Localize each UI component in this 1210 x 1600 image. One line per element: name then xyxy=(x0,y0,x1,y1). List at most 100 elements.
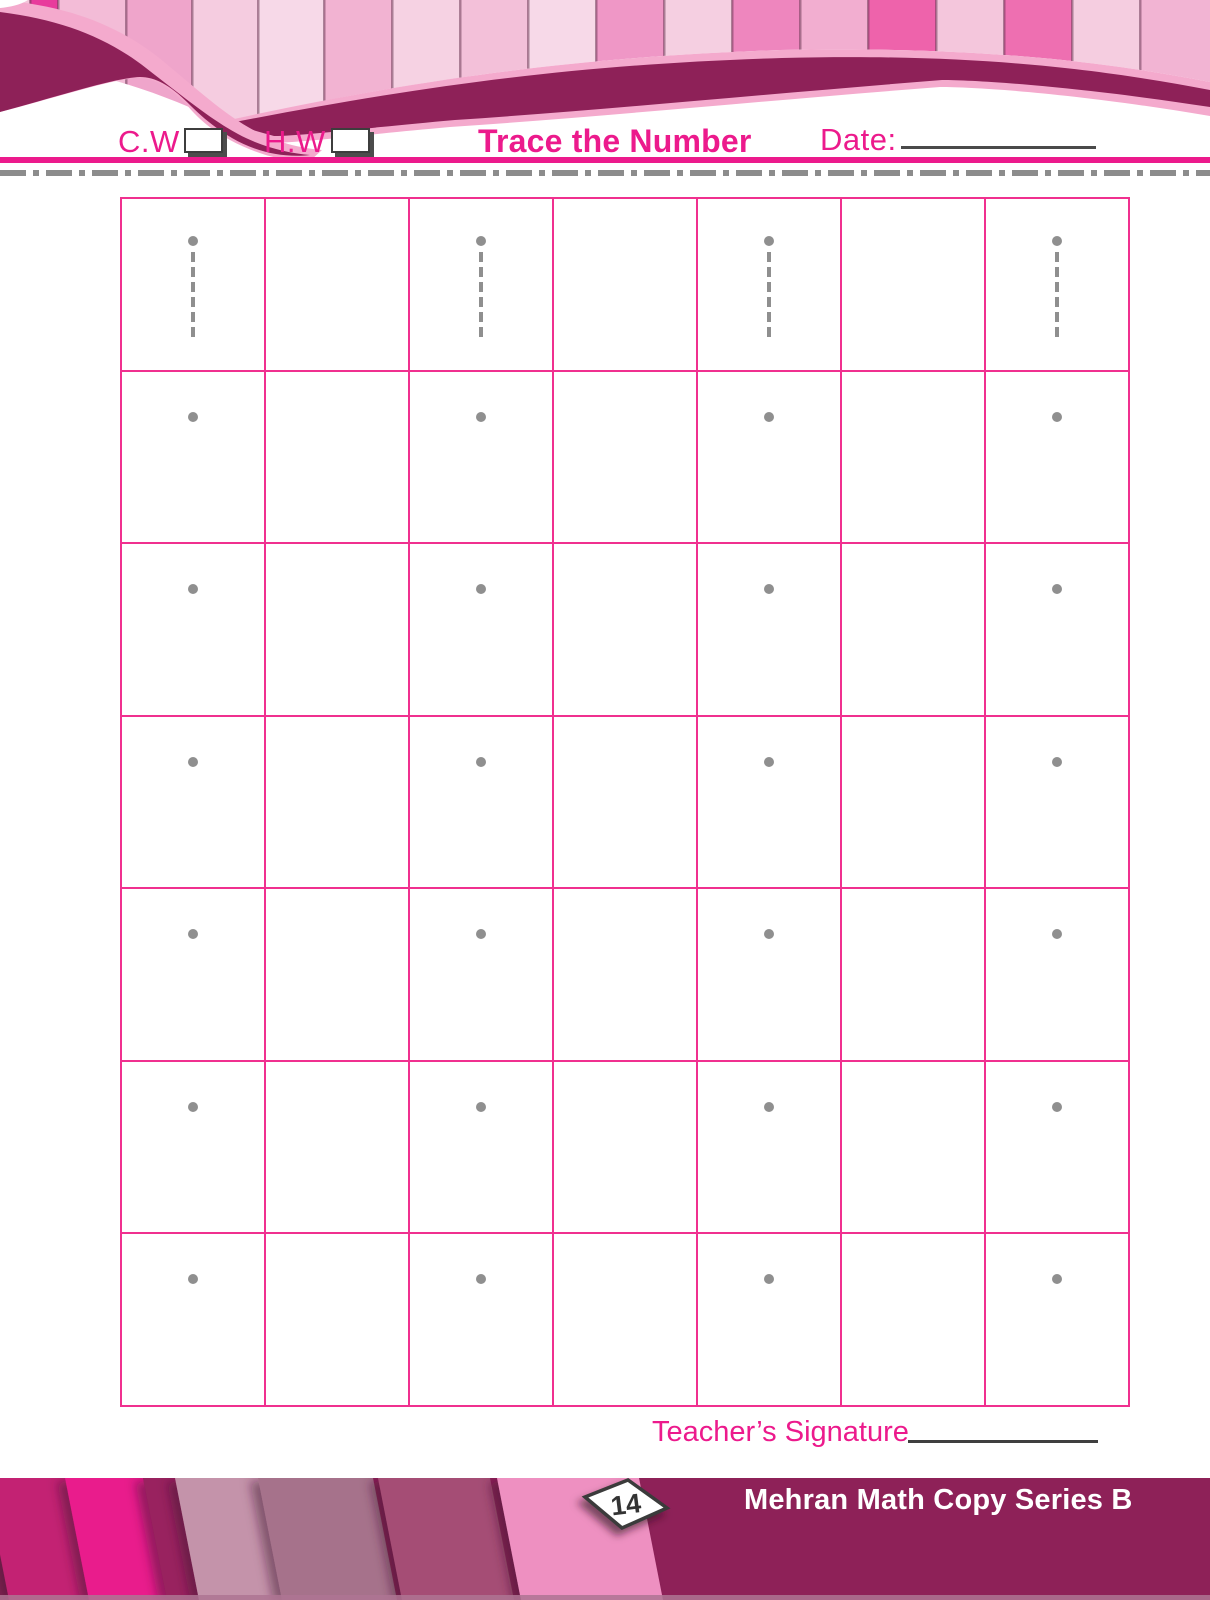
banner-corner-white xyxy=(0,0,28,8)
homework-checkbox[interactable] xyxy=(331,128,370,153)
date-fill-line xyxy=(901,146,1096,149)
start-dot-icon xyxy=(476,584,486,595)
start-dot-icon xyxy=(1052,756,1062,767)
grid-cell[interactable] xyxy=(985,543,1129,716)
start-dot-icon xyxy=(188,1274,198,1285)
grid-cell[interactable] xyxy=(553,198,697,371)
grid-cell[interactable] xyxy=(985,198,1129,371)
trace-number-one-glyph xyxy=(764,236,774,338)
grid-cell[interactable] xyxy=(121,1233,265,1406)
grid-cell[interactable] xyxy=(121,888,265,1061)
grid-cell[interactable] xyxy=(841,370,985,544)
grid-cell[interactable] xyxy=(841,1233,985,1406)
grid-cell[interactable] xyxy=(697,543,841,716)
dashed-stroke-icon xyxy=(767,252,771,338)
grid-cell[interactable] xyxy=(121,198,265,371)
trace-number-one-glyph xyxy=(476,236,486,338)
grid-cell[interactable] xyxy=(697,888,841,1061)
grid-cell[interactable] xyxy=(697,198,841,371)
date-label: Date: xyxy=(820,122,897,157)
grid-cell[interactable] xyxy=(121,370,265,544)
grid-cell[interactable] xyxy=(985,715,1129,889)
start-dot-icon xyxy=(1052,1274,1062,1285)
classwork-checkbox[interactable] xyxy=(184,128,223,153)
start-dot-icon xyxy=(188,584,198,595)
start-dot-icon xyxy=(764,1274,774,1285)
grid-cell[interactable] xyxy=(409,715,553,889)
start-dot-icon xyxy=(764,584,774,595)
start-dot-icon xyxy=(476,1274,486,1285)
classwork-label: C.W xyxy=(118,124,180,159)
grid-cell[interactable] xyxy=(265,1233,409,1406)
grid-cell[interactable] xyxy=(841,543,985,716)
grid-cell[interactable] xyxy=(409,888,553,1061)
header-rule xyxy=(0,157,1210,163)
trace-number-one-glyph xyxy=(1052,236,1062,338)
grid-cell[interactable] xyxy=(409,1233,553,1406)
header-dash-dot-rule xyxy=(0,170,1210,176)
grid-cell[interactable] xyxy=(553,715,697,889)
banner-wood-texture xyxy=(0,0,1210,195)
grid-cell[interactable] xyxy=(265,715,409,889)
start-dot-icon xyxy=(764,236,774,246)
grid-cell[interactable] xyxy=(697,370,841,544)
grid-cell[interactable] xyxy=(265,198,409,371)
grid-cell[interactable] xyxy=(553,888,697,1061)
banner-crescent-maroon xyxy=(230,57,1210,136)
page-number-badge: 14 xyxy=(581,1478,671,1531)
start-dot-icon xyxy=(188,1101,198,1112)
start-dot-icon xyxy=(764,929,774,940)
start-dot-icon xyxy=(1052,1101,1062,1112)
grid-cell[interactable] xyxy=(553,1233,697,1406)
start-dot-icon xyxy=(764,1101,774,1112)
page-title: Trace the Number xyxy=(478,123,752,159)
trace-number-one-glyph xyxy=(188,236,198,338)
grid-cell[interactable] xyxy=(985,1233,1129,1406)
start-dot-icon xyxy=(476,1101,486,1112)
start-dot-icon xyxy=(188,756,198,767)
footer-band: 14 xyxy=(0,1478,1210,1600)
grid-cell[interactable] xyxy=(121,715,265,889)
grid-cell[interactable] xyxy=(409,543,553,716)
start-dot-icon xyxy=(764,756,774,767)
grid-cell[interactable] xyxy=(121,543,265,716)
start-dot-icon xyxy=(1052,584,1062,595)
grid-cell[interactable] xyxy=(553,370,697,544)
grid-cell[interactable] xyxy=(841,198,985,371)
grid-cell[interactable] xyxy=(265,543,409,716)
grid-cell[interactable] xyxy=(841,1060,985,1234)
series-title: Mehran Math Copy Series B xyxy=(744,1484,1133,1516)
homework-label: H.W xyxy=(264,124,326,159)
teacher-signature-label: Teacher’s Signature xyxy=(652,1416,909,1448)
grid-cell[interactable] xyxy=(121,1060,265,1234)
banner-swoosh-maroon xyxy=(0,12,310,156)
grid-cell[interactable] xyxy=(985,1060,1129,1234)
grid-cell[interactable] xyxy=(409,370,553,544)
grid-cell[interactable] xyxy=(265,370,409,544)
grid-cell[interactable] xyxy=(265,888,409,1061)
page-number: 14 xyxy=(609,1488,642,1521)
start-dot-icon xyxy=(476,756,486,767)
start-dot-icon xyxy=(1052,236,1062,246)
tracing-grid xyxy=(120,197,1130,1407)
grid-cell[interactable] xyxy=(553,543,697,716)
grid-cell[interactable] xyxy=(841,715,985,889)
grid-cell[interactable] xyxy=(265,1060,409,1234)
grid-cell[interactable] xyxy=(697,715,841,889)
dashed-stroke-icon xyxy=(479,252,483,338)
start-dot-icon xyxy=(188,929,198,940)
start-dot-icon xyxy=(764,411,774,422)
grid-cell[interactable] xyxy=(985,888,1129,1061)
teacher-signature-line xyxy=(908,1440,1098,1443)
dashed-stroke-icon xyxy=(1055,252,1059,338)
grid-cell[interactable] xyxy=(409,1060,553,1234)
grid-cell[interactable] xyxy=(841,888,985,1061)
grid-cell[interactable] xyxy=(697,1060,841,1234)
start-dot-icon xyxy=(188,411,198,422)
grid-cell[interactable] xyxy=(985,370,1129,544)
start-dot-icon xyxy=(188,236,198,246)
grid-cell[interactable] xyxy=(409,198,553,371)
grid-cell[interactable] xyxy=(697,1233,841,1406)
start-dot-icon xyxy=(476,236,486,246)
grid-cell[interactable] xyxy=(553,1060,697,1234)
